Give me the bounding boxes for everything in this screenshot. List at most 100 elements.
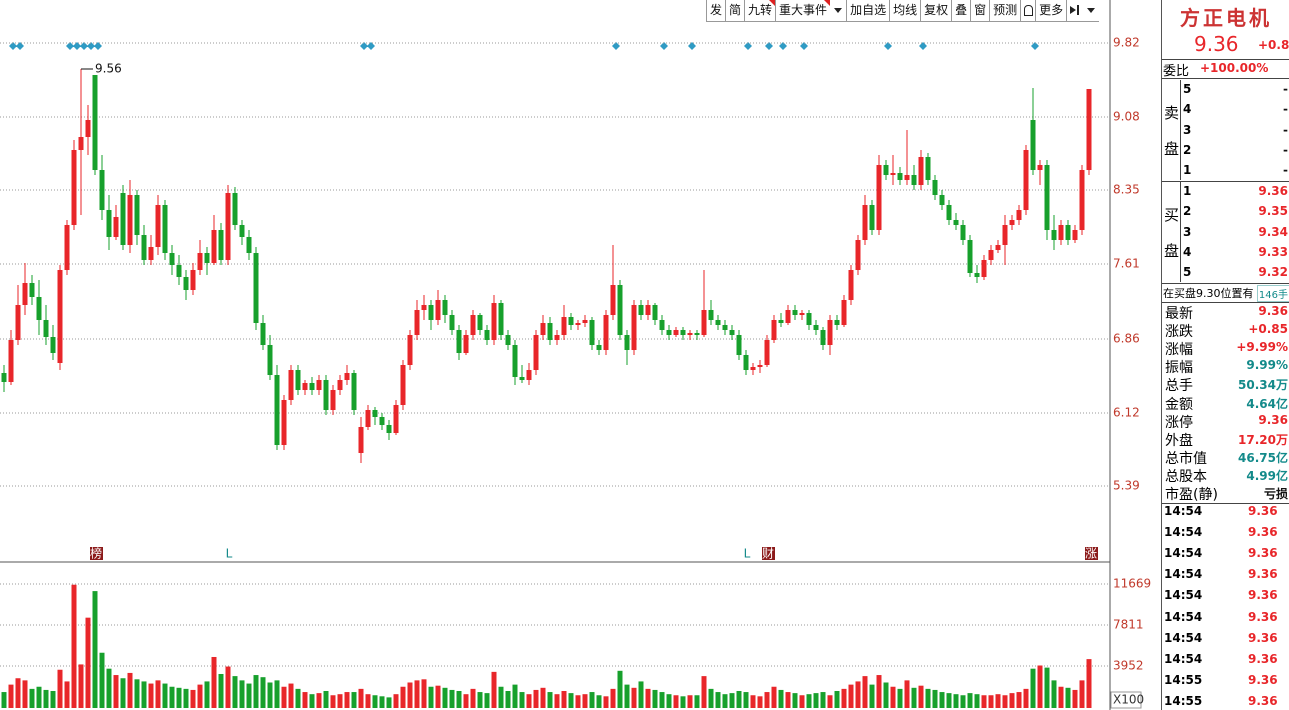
- candle-body: [967, 240, 973, 273]
- tool-button[interactable]: 预测: [989, 0, 1020, 21]
- candle-body: [449, 315, 455, 330]
- stat-value: +0.85: [1248, 322, 1288, 337]
- volume-bar: [295, 688, 301, 708]
- volume-bar: [85, 617, 91, 708]
- candle-body: [1072, 230, 1078, 240]
- candle-body: [778, 320, 784, 323]
- trade-price: 9.36: [1248, 567, 1278, 582]
- candle-body: [232, 193, 238, 225]
- candle-body: [169, 253, 175, 265]
- expand-icon[interactable]: [1066, 0, 1083, 21]
- candle-body: [1030, 120, 1036, 170]
- volume-bar: [652, 689, 658, 708]
- tool-button[interactable]: 发: [706, 0, 725, 21]
- candle-body: [8, 340, 14, 382]
- volume-bar: [414, 680, 420, 708]
- volume-bar: [890, 686, 896, 708]
- volume-bar: [855, 681, 861, 708]
- stat-label: 最新: [1165, 306, 1193, 322]
- home-icon[interactable]: [1020, 0, 1035, 21]
- candle-body: [855, 240, 861, 270]
- volume-bar: [288, 683, 294, 708]
- stat-value: 50.34万: [1238, 378, 1288, 393]
- tool-button[interactable]: 九转: [744, 0, 776, 21]
- dropdown-icon[interactable]: [1087, 8, 1096, 13]
- candle-body: [652, 305, 658, 320]
- last-price: 9.36: [1194, 32, 1239, 56]
- volume-bar: [519, 692, 525, 708]
- candle-body: [470, 315, 476, 335]
- candle-body: [211, 230, 217, 263]
- volume-bar: [960, 695, 966, 708]
- event-markers: [9, 42, 1039, 50]
- level: 4: [1183, 102, 1192, 117]
- dropdown-icon[interactable]: [834, 8, 843, 13]
- divider: [1162, 59, 1289, 60]
- candle-body: [43, 320, 49, 337]
- candle-body: [1065, 225, 1071, 240]
- candle-body: [414, 310, 420, 335]
- event-label: 涨: [1085, 546, 1097, 561]
- tool-button[interactable]: 复权: [920, 0, 951, 21]
- event-label: 财: [762, 547, 774, 561]
- volume-bar: [421, 679, 427, 708]
- stat-value: 4.99亿: [1246, 468, 1288, 483]
- volume-bar: [1072, 689, 1078, 708]
- candle-body: [344, 373, 350, 380]
- candle-body: [750, 367, 756, 370]
- tool-button[interactable]: 加自选: [846, 0, 889, 21]
- candle-body: [155, 205, 161, 247]
- trade-price: 9.36: [1248, 525, 1278, 540]
- volume-bar: [617, 670, 623, 708]
- tool-button[interactable]: 更多: [1035, 0, 1066, 21]
- candle-body: [120, 193, 126, 245]
- volume-bar: [470, 688, 476, 708]
- volume-bar: [743, 692, 749, 708]
- volume-bar: [351, 692, 357, 708]
- level: 3: [1183, 224, 1192, 239]
- trade-price: 9.36: [1248, 651, 1278, 666]
- candle-body: [393, 405, 399, 433]
- candle-body: [253, 253, 259, 323]
- tool-button[interactable]: 窗: [970, 0, 989, 21]
- volume-bar: [309, 694, 315, 708]
- stat-value: 亏损: [1263, 487, 1288, 501]
- candle-body: [722, 325, 728, 330]
- candle-body: [85, 120, 91, 137]
- stat-value: 9.36: [1258, 304, 1288, 318]
- volume-bar: [729, 693, 735, 708]
- candle-body: [848, 270, 854, 300]
- candle-body: [680, 330, 686, 335]
- volume-bar: [64, 681, 70, 708]
- event-label: L: [226, 547, 233, 561]
- candle-body: [988, 250, 994, 260]
- candle-body: [596, 345, 602, 350]
- candle-body: [295, 370, 301, 390]
- candle-body: [330, 390, 336, 410]
- y-tick-label: 8.35: [1113, 183, 1140, 197]
- tool-button[interactable]: 重大事件: [775, 0, 831, 21]
- trade-time: 14:54: [1164, 546, 1203, 561]
- volume-bar: [820, 692, 826, 708]
- y-tick-label: 7.61: [1113, 257, 1140, 271]
- tool-button[interactable]: 简: [725, 0, 744, 21]
- volume-bar: [50, 690, 56, 708]
- volume-bar: [442, 687, 448, 708]
- tool-button[interactable]: 均线: [889, 0, 920, 21]
- candle-body: [876, 165, 882, 230]
- volume-bar: [659, 692, 665, 708]
- candle-body: [113, 217, 119, 237]
- candle-body: [1016, 210, 1022, 220]
- trade-price: 9.36: [1248, 609, 1278, 624]
- volume-bar: [932, 689, 938, 708]
- candle-body: [1079, 170, 1085, 230]
- candle-body: [246, 237, 252, 253]
- divider: [1162, 283, 1289, 284]
- stat-label: 金额: [1165, 396, 1193, 413]
- candle-body: [582, 320, 588, 323]
- volume-bar: [113, 675, 119, 708]
- volume-bar: [589, 692, 595, 708]
- y-tick-label: 9.82: [1113, 36, 1140, 50]
- tool-button[interactable]: 叠: [951, 0, 970, 21]
- volume-bar: [827, 695, 833, 708]
